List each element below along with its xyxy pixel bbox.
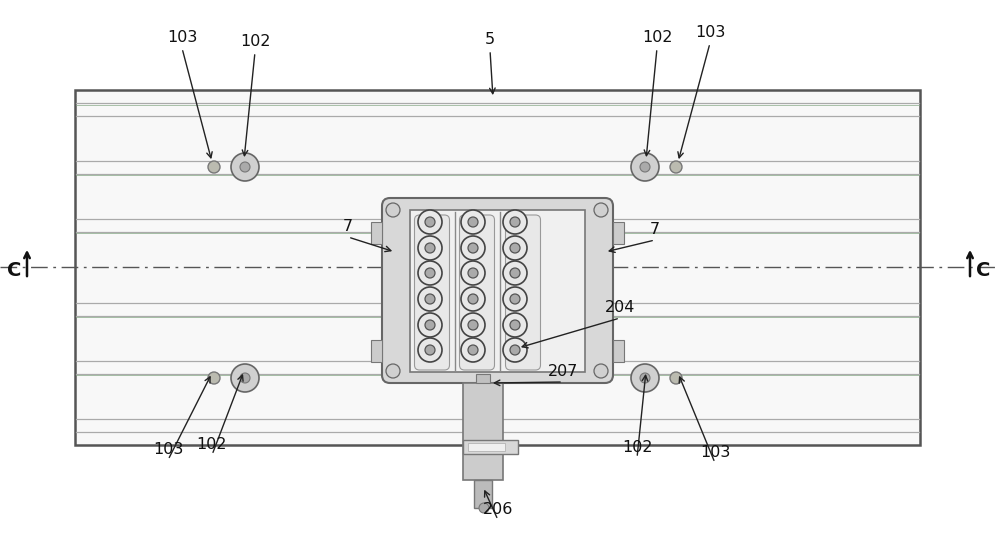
Circle shape [503, 338, 527, 362]
Circle shape [425, 243, 435, 253]
Circle shape [418, 287, 442, 311]
Text: 5: 5 [485, 32, 495, 47]
Circle shape [240, 162, 250, 172]
Circle shape [510, 345, 520, 355]
Circle shape [461, 261, 485, 285]
Bar [371, 340, 382, 362]
Circle shape [640, 162, 650, 172]
Circle shape [510, 243, 520, 253]
Circle shape [418, 261, 442, 285]
Circle shape [468, 320, 478, 330]
Circle shape [594, 364, 608, 378]
Circle shape [468, 345, 478, 355]
Circle shape [510, 320, 520, 330]
Text: 7: 7 [343, 219, 353, 234]
Circle shape [425, 345, 435, 355]
Circle shape [208, 161, 220, 173]
Text: 207: 207 [548, 364, 578, 379]
Circle shape [503, 261, 527, 285]
Text: 103: 103 [153, 442, 183, 457]
Text: 103: 103 [700, 445, 730, 460]
FancyBboxPatch shape [460, 215, 494, 370]
Circle shape [631, 153, 659, 181]
Bar [474, 480, 492, 508]
Bar [463, 383, 503, 480]
Circle shape [640, 373, 650, 383]
Circle shape [510, 217, 520, 227]
Circle shape [461, 236, 485, 260]
Bar [410, 210, 585, 372]
Bar [613, 222, 624, 244]
Circle shape [468, 268, 478, 278]
Circle shape [503, 210, 527, 234]
Circle shape [231, 153, 259, 181]
Circle shape [594, 203, 608, 217]
Circle shape [386, 203, 400, 217]
Circle shape [670, 372, 682, 384]
Bar [75, 90, 920, 445]
Text: 102: 102 [197, 437, 227, 452]
Circle shape [461, 313, 485, 337]
Circle shape [418, 338, 442, 362]
Circle shape [510, 294, 520, 304]
Circle shape [461, 287, 485, 311]
Circle shape [468, 217, 478, 227]
Circle shape [503, 236, 527, 260]
Circle shape [425, 268, 435, 278]
Circle shape [631, 364, 659, 392]
FancyBboxPatch shape [415, 215, 450, 370]
Circle shape [418, 210, 442, 234]
Bar [476, 374, 490, 383]
Circle shape [468, 243, 478, 253]
Circle shape [418, 236, 442, 260]
Text: 7: 7 [650, 222, 660, 237]
Circle shape [418, 313, 442, 337]
Bar [463, 440, 518, 454]
Text: C: C [7, 261, 21, 280]
Circle shape [425, 320, 435, 330]
Text: 102: 102 [642, 30, 672, 45]
Circle shape [461, 210, 485, 234]
Circle shape [425, 217, 435, 227]
Circle shape [479, 503, 489, 513]
Circle shape [503, 313, 527, 337]
Bar [613, 340, 624, 362]
Text: 102: 102 [240, 34, 270, 49]
Text: C: C [976, 261, 990, 280]
Circle shape [208, 372, 220, 384]
Text: 102: 102 [622, 440, 652, 455]
Circle shape [461, 338, 485, 362]
Circle shape [503, 287, 527, 311]
Text: 206: 206 [483, 502, 513, 517]
FancyBboxPatch shape [382, 198, 613, 383]
Bar [371, 222, 382, 244]
Text: 103: 103 [695, 25, 725, 40]
Circle shape [231, 364, 259, 392]
Circle shape [510, 268, 520, 278]
Circle shape [425, 294, 435, 304]
Text: 204: 204 [605, 300, 635, 315]
Circle shape [670, 161, 682, 173]
Circle shape [386, 364, 400, 378]
Bar [468, 443, 505, 451]
Text: 103: 103 [167, 30, 197, 45]
Circle shape [468, 294, 478, 304]
Circle shape [240, 373, 250, 383]
FancyBboxPatch shape [506, 215, 540, 370]
